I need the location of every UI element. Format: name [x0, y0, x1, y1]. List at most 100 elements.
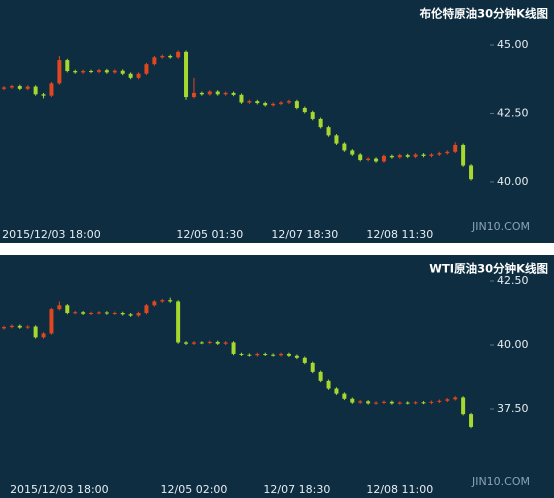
- candle-body: [17, 325, 22, 328]
- candle-body: [342, 393, 347, 399]
- candle-body: [191, 92, 196, 98]
- candle-body: [184, 342, 189, 344]
- candle-body: [104, 312, 109, 314]
- candle-body: [120, 70, 125, 74]
- candle-body: [302, 357, 307, 363]
- candle-body: [271, 103, 276, 106]
- candle-body: [381, 401, 386, 403]
- candle-body: [247, 101, 252, 103]
- candle-body: [144, 64, 149, 74]
- candle-body: [215, 341, 220, 344]
- candle-body: [381, 155, 386, 162]
- candle-body: [1, 327, 6, 329]
- x-tick-label: 12/07 18:30: [271, 228, 338, 241]
- candle-body: [247, 354, 252, 356]
- candle-body: [271, 354, 276, 356]
- candle-body: [318, 118, 323, 128]
- candle-body: [81, 312, 86, 314]
- candle-body: [215, 91, 220, 95]
- candle-body: [413, 154, 418, 157]
- candle-body: [366, 158, 371, 161]
- candle-body: [96, 312, 101, 314]
- candle-body: [231, 342, 236, 354]
- candle-body: [136, 312, 141, 316]
- candle-body: [239, 94, 244, 103]
- candle-body: [199, 342, 204, 344]
- candle-body: [73, 312, 78, 314]
- candle-body: [9, 325, 14, 328]
- candle-body: [421, 154, 426, 156]
- candle-body: [168, 300, 173, 302]
- candle-body: [199, 92, 204, 95]
- candle-body: [421, 402, 426, 404]
- candle-body: [152, 301, 157, 306]
- candle-body: [231, 92, 236, 95]
- candle-body: [73, 71, 78, 73]
- candle-body: [9, 86, 14, 88]
- x-tick-label: 12/08 11:00: [366, 483, 433, 496]
- candle-body: [397, 155, 402, 158]
- candle-body: [469, 165, 474, 180]
- candle-body: [152, 57, 157, 65]
- y-tick-label: 42.50: [497, 274, 529, 287]
- y-tick-label: 45.00: [497, 38, 529, 51]
- candle-body: [128, 73, 133, 78]
- candle-body: [453, 397, 458, 400]
- candle-body: [65, 305, 70, 313]
- candle-body: [318, 371, 323, 381]
- candle-body: [184, 51, 189, 98]
- y-tick-label: 42.50: [497, 106, 529, 119]
- candle-body: [326, 380, 331, 389]
- candle-body: [413, 402, 418, 404]
- candle-body: [461, 144, 466, 166]
- candle-body: [437, 153, 442, 155]
- candle-body: [96, 70, 101, 72]
- candle-body: [176, 51, 181, 58]
- candle-body: [286, 353, 291, 356]
- candle-body: [144, 305, 149, 313]
- candle-body: [41, 94, 46, 96]
- candle-body: [326, 127, 331, 136]
- candle-body: [89, 71, 94, 73]
- candle-body: [358, 154, 363, 161]
- candle-body: [429, 154, 434, 156]
- candle-body: [160, 55, 165, 58]
- candle-body: [310, 362, 315, 372]
- chart-title: WTI原油30分钟K线图: [429, 262, 548, 276]
- candle-body: [168, 55, 173, 58]
- candle-body: [49, 83, 54, 96]
- candle-body: [255, 353, 260, 356]
- x-tick-label: 12/08 11:30: [366, 228, 433, 241]
- y-tick-label: 37.50: [497, 402, 529, 415]
- candle-body: [17, 86, 22, 89]
- candle-body: [120, 312, 125, 315]
- candle-body: [366, 401, 371, 404]
- candle-body: [255, 101, 260, 104]
- candle-body: [350, 150, 355, 155]
- candle-body: [389, 155, 394, 158]
- candle-body: [279, 353, 284, 356]
- candle-body: [294, 355, 299, 358]
- candle-body: [358, 401, 363, 403]
- candle-body: [57, 305, 62, 310]
- y-tick-label: 40.00: [497, 338, 529, 351]
- candle-body: [57, 60, 62, 84]
- candle-body: [437, 400, 442, 402]
- x-tick-label: 2015/12/03 18:00: [10, 483, 109, 496]
- panel-background: [0, 255, 554, 498]
- candle-body: [25, 326, 30, 328]
- candle-body: [160, 300, 165, 302]
- candle-body: [128, 314, 133, 316]
- candle-body: [286, 101, 291, 103]
- candle-body: [461, 397, 466, 415]
- candle-body: [334, 388, 339, 394]
- candle-body: [374, 402, 379, 404]
- candle-body: [342, 143, 347, 151]
- candle-body: [453, 144, 458, 152]
- x-tick-label: 12/05 01:30: [176, 228, 243, 241]
- candle-body: [350, 398, 355, 403]
- panel-background: [0, 0, 554, 243]
- candle-body: [33, 86, 38, 95]
